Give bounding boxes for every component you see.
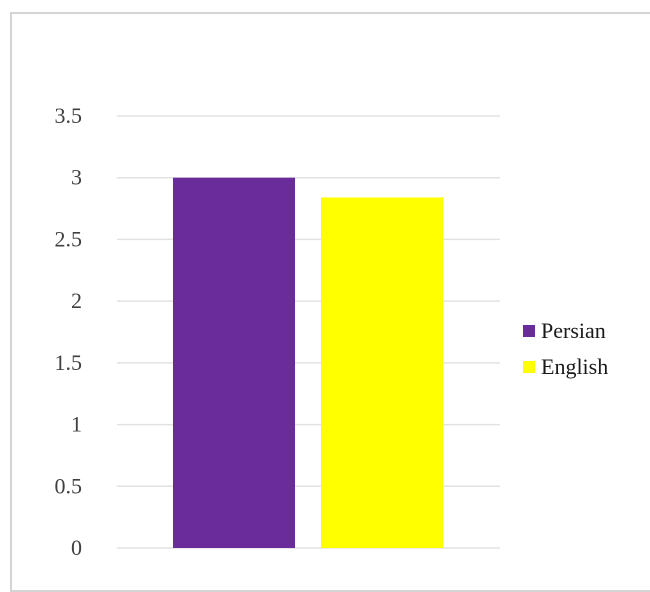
y-axis-tick-labels: 0 0.5 1 1.5 2 2.5 3 3.5 bbox=[55, 103, 83, 560]
legend: Persian English bbox=[523, 318, 608, 379]
bar-english bbox=[321, 197, 443, 548]
y-tick-label: 0 bbox=[71, 535, 82, 560]
y-tick-label: 1 bbox=[71, 412, 82, 437]
bar-chart: 0 0.5 1 1.5 2 2.5 3 3.5 Persian English bbox=[55, 103, 609, 560]
y-tick-label: 0.5 bbox=[55, 473, 83, 498]
y-tick-label: 2 bbox=[71, 288, 82, 313]
y-tick-label: 3 bbox=[71, 165, 82, 190]
legend-swatch-persian bbox=[523, 325, 535, 337]
y-tick-label: 3.5 bbox=[55, 103, 83, 128]
legend-label-english: English bbox=[541, 354, 608, 379]
bar-persian bbox=[173, 177, 295, 548]
legend-label-persian: Persian bbox=[541, 318, 606, 343]
bars bbox=[173, 177, 443, 548]
y-tick-label: 2.5 bbox=[55, 226, 83, 251]
y-tick-label: 1.5 bbox=[55, 350, 83, 375]
legend-swatch-english bbox=[523, 361, 535, 373]
